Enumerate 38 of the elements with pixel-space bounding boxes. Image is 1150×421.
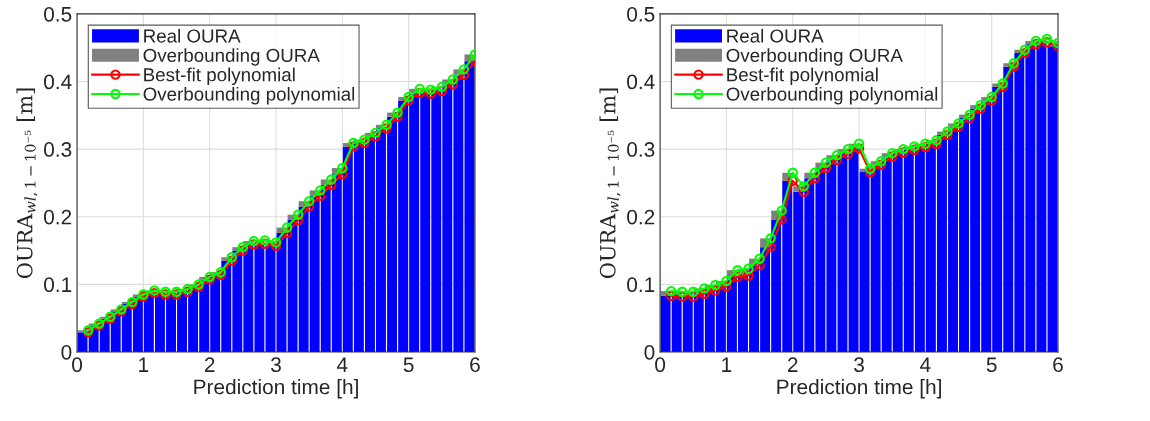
legend-label: Real OURA (727, 28, 824, 43)
y-tick-label: 0.1 (44, 277, 72, 293)
x-tick-label: 3 (854, 357, 864, 373)
x-tick-label: 0 (655, 357, 666, 373)
x-tick-label: 4 (920, 357, 931, 372)
y-axis-title: OURA$_{wl,1−10⁻⁵}$ [m] (16, 88, 38, 279)
y-tick-label: 0 (644, 344, 655, 360)
y-tick-label: 0.3 (627, 142, 655, 157)
y-tick-label: 0.4 (627, 74, 655, 90)
y-tick-label: 0.4 (44, 74, 72, 90)
x-tick-label: 5 (986, 357, 997, 373)
legend-label: Overbounding polynomial (726, 86, 938, 105)
y-axis-title: OURA$_{wl,1−10⁻⁵}$ [m] (599, 88, 621, 279)
x-tick-label: 2 (787, 357, 798, 372)
y-tick-label: 0.5 (627, 6, 655, 22)
y-tick-label: 0.2 (627, 209, 655, 225)
y-tick-label: 0.5 (44, 6, 72, 22)
legend-label: Best-fit polynomial (144, 67, 295, 86)
y-tick-label: 0.1 (627, 277, 655, 293)
x-tick-label: 2 (204, 357, 215, 372)
x-tick-label: 1 (139, 357, 149, 372)
x-tick-label: 4 (337, 357, 348, 372)
legend-label: Overbounding OURA (143, 48, 320, 66)
x-axis-title: Prediction time [h] (194, 379, 358, 399)
x-tick-label: 6 (1053, 357, 1063, 373)
x-axis-title: Prediction time [h] (777, 379, 941, 399)
x-tick-label: 3 (271, 357, 281, 373)
y-tick-label: 0.2 (44, 209, 72, 225)
x-tick-label: 6 (470, 357, 480, 373)
y-tick-label: 0 (61, 344, 72, 360)
legend-label: Real OURA (144, 28, 241, 43)
x-tick-label: 1 (722, 357, 732, 372)
legend-label: Overbounding OURA (726, 48, 903, 66)
x-tick-label: 5 (403, 357, 414, 373)
x-tick-label: 0 (72, 357, 83, 373)
legend-label: Best-fit polynomial (727, 67, 878, 86)
y-tick-label: 0.3 (44, 142, 72, 157)
legend-label: Overbounding polynomial (143, 86, 355, 105)
